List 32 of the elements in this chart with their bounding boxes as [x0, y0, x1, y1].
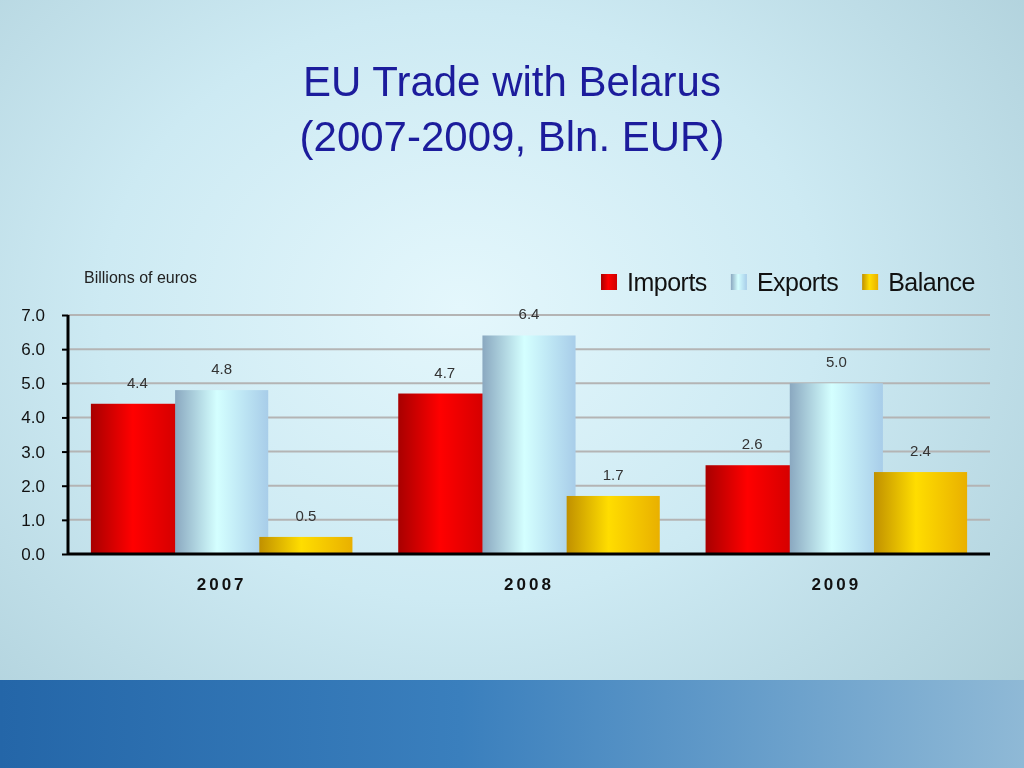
- x-tick-label: 2007: [196, 575, 247, 594]
- data-label: 0.5: [295, 506, 317, 524]
- bar: [482, 335, 576, 554]
- y-tick-label: 4.0: [21, 408, 45, 428]
- y-tick-label: 0.0: [21, 544, 45, 564]
- data-label: 6.4: [518, 305, 540, 323]
- y-tick-label: 6.0: [21, 340, 45, 360]
- data-label: 2.6: [741, 435, 763, 453]
- legend-label: Exports: [756, 268, 839, 296]
- data-label: 2.4: [910, 442, 931, 460]
- y-tick-label: 7.0: [21, 305, 45, 325]
- data-label: 4.8: [211, 360, 233, 378]
- y-tick-label: 3.0: [21, 442, 45, 462]
- data-label: 1.7: [602, 465, 624, 483]
- y-tick-label: 5.0: [21, 374, 45, 394]
- bar: [175, 390, 269, 554]
- chart-subtitle: (2007-2009, Bln. EUR): [299, 113, 725, 160]
- data-label: 4.7: [434, 363, 456, 381]
- y-tick-label: 1.0: [21, 510, 45, 530]
- x-tick-label: 2008: [504, 575, 554, 594]
- data-label: 5.0: [825, 353, 847, 371]
- bar: [789, 383, 883, 554]
- bar: [566, 495, 660, 554]
- bar: [873, 472, 968, 554]
- x-tick-label: 2009: [811, 575, 862, 594]
- y-axis-title: Billions of euros: [84, 269, 197, 286]
- legend-label: Imports: [627, 268, 707, 296]
- chart-title: EU Trade with Belarus: [303, 58, 721, 105]
- y-tick-label: 2.0: [21, 476, 45, 496]
- data-label: 4.4: [127, 373, 148, 391]
- legend-label: Balance: [888, 268, 975, 296]
- bar: [259, 536, 353, 554]
